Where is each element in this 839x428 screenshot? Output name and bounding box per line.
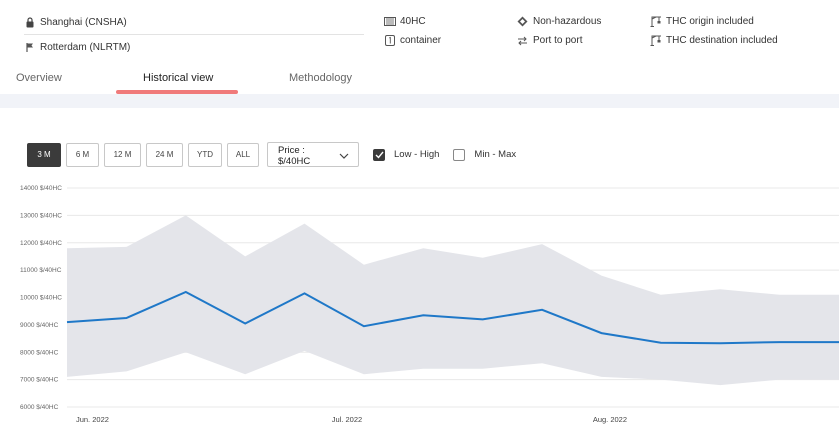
equipment-row: 40HC [383,12,441,31]
transfer-icon [516,35,529,47]
cargo-specs: Non-hazardous Port to port [516,12,601,50]
thc-destination: THC destination included [666,35,778,46]
y-tick-label: 10000 $/40HC [20,295,62,302]
low-high-checkbox[interactable] [373,148,385,161]
min-max-label: Min - Max [474,149,517,160]
y-tick-label: 13000 $/40HC [20,212,62,219]
tab-methodology[interactable]: Methodology [289,72,352,84]
route-divider [24,34,364,35]
cargo-row: Non-hazardous [516,12,601,31]
quantity-icon [383,35,396,47]
active-tab-indicator [116,90,238,94]
equipment-type: 40HC [400,16,426,27]
range-3m-button[interactable]: 3 M [27,142,61,167]
lock-icon [24,16,36,28]
y-tick-label: 8000 $/40HC [20,349,59,356]
price-unit-select[interactable]: Price : $/40HC [267,142,359,167]
y-tick-label: 12000 $/40HC [20,240,62,247]
service-row: Port to port [516,31,601,50]
x-tick-label: Jun. 2022 [76,415,109,424]
y-tick-label: 7000 $/40HC [20,377,59,384]
y-tick-label: 14000 $/40HC [20,185,62,192]
price-select-value: $/40HC [278,156,311,167]
y-tick-label: 6000 $/40HC [20,404,59,411]
x-tick-label: Aug. 2022 [593,415,627,424]
thc-origin: THC origin included [666,16,754,27]
cargo-type: Non-hazardous [533,16,602,27]
thc-origin-row: THC origin included [649,12,778,31]
view-tabs: Overview Historical view Methodology [0,66,839,94]
destination-row: Rotterdam (NLRTM) [24,37,354,57]
route-info: Shanghai (CNSHA) Rotterdam (NLRTM) [24,12,364,57]
y-tick-label: 11000 $/40HC [20,267,62,274]
range-12m-button[interactable]: 12 M [104,142,141,167]
equipment-unit: container [400,35,442,46]
low-high-label: Low - High [394,149,440,160]
y-tick-label: 9000 $/40HC [20,322,59,329]
crane-icon [649,16,662,28]
diamond-icon [516,16,529,28]
x-axis-labels: Jun. 2022 Jul. 2022 Aug. 2022 [76,415,627,424]
tab-historical-view[interactable]: Historical view [143,72,214,84]
min-max-toggle[interactable]: Min - Max [453,148,517,161]
thc-destination-row: THC destination included [649,31,778,50]
low-high-toggle[interactable]: Low - High [373,148,440,161]
equipment-specs: 40HC container [383,12,441,50]
price-history-chart: 6000 $/40HC 7000 $/40HC 8000 $/40HC 9000 $/… [20,185,839,424]
min-max-checkbox[interactable] [453,148,466,161]
flag-icon [24,41,36,53]
chart-toolbar: 3 M 6 M 12 M 24 M YTD ALL Price : $/40HC… [27,142,516,167]
tab-overview[interactable]: Overview [16,72,62,84]
origin-row: Shanghai (CNSHA) [24,12,354,32]
crane-icon [649,35,662,47]
range-6m-button[interactable]: 6 M [66,142,99,167]
section-divider [0,94,839,108]
service-type: Port to port [533,35,583,46]
x-tick-label: Jul. 2022 [332,415,362,424]
range-all-button[interactable]: ALL [227,142,259,167]
range-24m-button[interactable]: 24 M [146,142,183,167]
price-select-label: Price : [278,145,305,156]
thc-specs: THC origin included THC destination incl… [649,12,778,50]
low-high-band [67,215,839,386]
container-icon [383,16,396,28]
origin-port: Shanghai (CNSHA) [40,16,127,28]
y-axis-labels: 6000 $/40HC 7000 $/40HC 8000 $/40HC 9000 $/… [20,185,62,411]
price-line [66,290,839,345]
chevron-down-icon [339,151,349,162]
destination-port: Rotterdam (NLRTM) [40,41,131,53]
quantity-row: container [383,31,441,50]
range-ytd-button[interactable]: YTD [188,142,222,167]
